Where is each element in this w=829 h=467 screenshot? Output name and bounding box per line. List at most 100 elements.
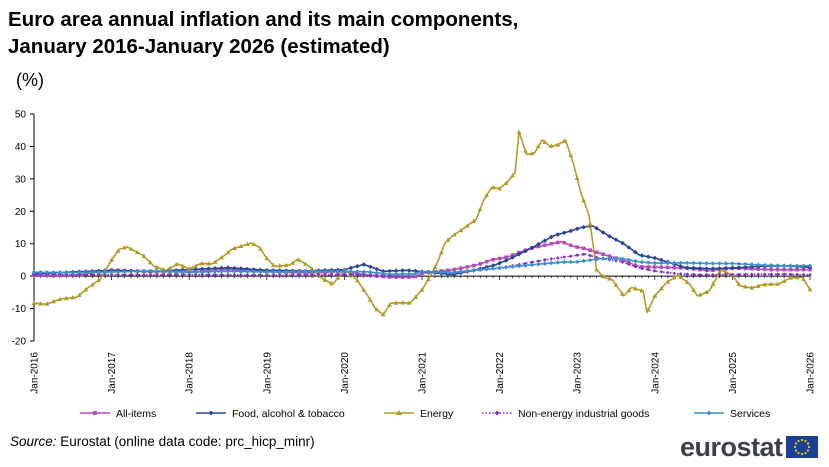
data-point (549, 241, 554, 246)
data-point (568, 152, 574, 158)
data-point (367, 297, 373, 302)
source-label: Source: (10, 434, 57, 449)
data-point (581, 224, 586, 230)
data-point (665, 265, 670, 270)
data-point (671, 275, 677, 280)
data-point (568, 259, 574, 265)
data-point (736, 265, 742, 270)
data-point (704, 261, 709, 266)
data-point (432, 264, 438, 269)
data-point (639, 253, 645, 258)
data-point (316, 269, 321, 274)
x-tick-label: Jan-2017 (107, 352, 118, 394)
data-point (601, 252, 605, 257)
data-point (549, 260, 554, 266)
data-point (83, 287, 89, 292)
data-point (620, 256, 625, 262)
title-line-2: January 2016-January 2026 (estimated) (8, 35, 390, 58)
data-point (232, 265, 237, 271)
data-point (516, 251, 522, 257)
data-point (413, 294, 418, 299)
data-point (148, 260, 153, 265)
data-point (607, 276, 612, 281)
data-point (724, 272, 728, 277)
data-point (775, 267, 780, 272)
data-point (154, 264, 160, 270)
data-point (717, 266, 722, 271)
data-point (426, 276, 431, 282)
data-point (769, 267, 773, 272)
data-point (646, 265, 651, 269)
data-point (193, 269, 198, 275)
data-point (309, 269, 315, 274)
data-point (723, 265, 729, 271)
data-point (581, 258, 586, 264)
data-point (607, 256, 612, 261)
data-point (38, 301, 43, 306)
x-tick-label: Jan-2019 (262, 352, 273, 394)
data-point (594, 267, 599, 272)
data-point (762, 281, 768, 287)
data-point (750, 272, 754, 277)
eu-flag-icon (785, 436, 818, 458)
data-point (536, 244, 541, 249)
data-point (756, 267, 761, 271)
data-point (575, 245, 579, 249)
data-point (710, 266, 716, 271)
data-point (465, 265, 470, 269)
data-point (510, 255, 515, 260)
data-point (323, 273, 327, 277)
data-point (51, 298, 56, 304)
data-point (717, 272, 722, 277)
x-tick-label: Jan-2024 (650, 352, 661, 394)
data-point (161, 269, 166, 274)
data-point (672, 271, 676, 276)
data-point (697, 292, 703, 297)
data-point (626, 287, 632, 293)
data-point (213, 272, 217, 277)
data-point (562, 255, 567, 259)
data-point (329, 280, 334, 286)
data-point (212, 266, 218, 271)
data-point (529, 245, 535, 251)
data-point (193, 267, 198, 272)
data-point (115, 269, 121, 275)
data-point (31, 269, 37, 275)
data-point (769, 272, 773, 276)
data-point (613, 237, 619, 242)
data-point (109, 269, 114, 275)
data-point (380, 312, 386, 317)
data-point (51, 270, 56, 275)
data-point (432, 269, 438, 275)
y-tick-label: 10 (15, 239, 27, 250)
data-point (523, 263, 528, 268)
data-point (536, 143, 541, 149)
data-point (361, 287, 367, 292)
data-point (76, 270, 82, 275)
data-point (219, 265, 224, 271)
data-point (154, 268, 160, 274)
data-point (342, 272, 347, 277)
data-point (406, 268, 412, 273)
data-point (762, 267, 767, 272)
data-point (44, 270, 50, 275)
data-point (568, 254, 573, 258)
data-point (393, 268, 399, 274)
data-point (684, 260, 690, 266)
data-point (704, 289, 709, 294)
data-point (206, 261, 211, 266)
data-point (561, 138, 567, 143)
data-point (257, 246, 263, 251)
data-point (600, 230, 606, 235)
legend-item: Energy (384, 408, 454, 420)
data-point (283, 269, 289, 275)
data-point (380, 271, 386, 276)
data-point (645, 307, 651, 312)
data-point (173, 269, 179, 275)
data-point (782, 267, 786, 272)
data-point (458, 227, 464, 233)
data-point (588, 253, 592, 258)
data-point (316, 273, 321, 277)
data-point (710, 281, 716, 286)
data-point (309, 266, 315, 271)
